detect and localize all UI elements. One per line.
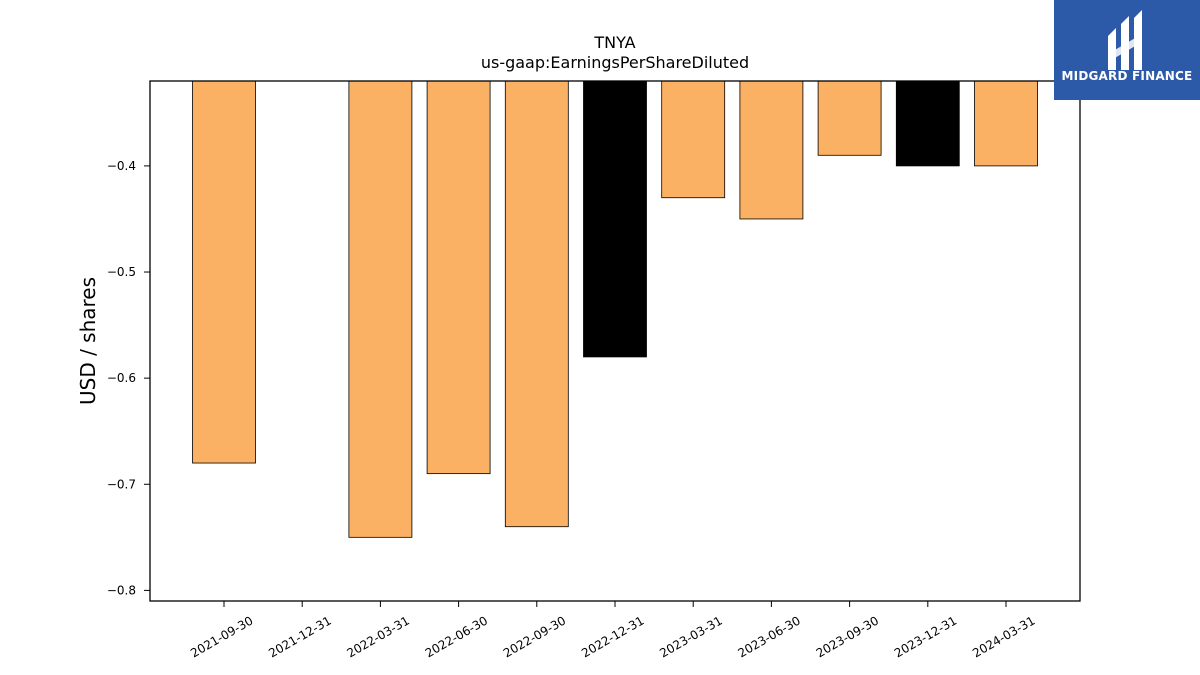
x-tick-label: 2022-06-30 bbox=[423, 613, 490, 660]
bars-layer bbox=[192, 80, 1038, 538]
x-tick-label: 2023-12-31 bbox=[892, 613, 959, 660]
y-tick-label: −0.6 bbox=[107, 371, 136, 385]
brand-logo: MIDGARD FINANCE bbox=[1054, 0, 1200, 100]
bar-2023-03-31 bbox=[661, 80, 726, 199]
brand-name: MIDGARD FINANCE bbox=[1061, 69, 1193, 83]
bar-2023-06-30 bbox=[739, 80, 804, 220]
chart-subtitle: us-gaap:EarningsPerShareDiluted bbox=[481, 53, 749, 72]
bar-2023-12-31 bbox=[895, 80, 960, 167]
bar-2022-06-30 bbox=[426, 80, 491, 475]
x-tick-label: 2023-06-30 bbox=[735, 613, 802, 660]
x-tick-label: 2022-12-31 bbox=[579, 613, 646, 660]
bar-2022-09-30 bbox=[504, 80, 569, 528]
x-tick-label: 2023-03-31 bbox=[657, 613, 724, 660]
x-tick-label: 2021-12-31 bbox=[266, 613, 333, 660]
chart-title: TNYA bbox=[593, 33, 635, 52]
bar-2021-09-30 bbox=[192, 80, 256, 464]
plot-frame bbox=[149, 80, 1081, 602]
x-tick-label: 2022-09-30 bbox=[501, 613, 568, 660]
bar-2024-03-31 bbox=[974, 80, 1038, 167]
y-tick-label: −0.8 bbox=[107, 583, 136, 597]
x-tick-label: 2023-09-30 bbox=[814, 613, 881, 660]
y-tick-label: −0.5 bbox=[107, 265, 136, 279]
y-tick-label: −0.4 bbox=[107, 159, 136, 173]
x-tick-label: 2022-03-31 bbox=[344, 613, 411, 660]
bar-2022-12-31 bbox=[583, 80, 647, 358]
midgard-logo-icon bbox=[1108, 10, 1142, 70]
y-axis-label: USD / shares bbox=[76, 277, 100, 405]
bar-2023-09-30 bbox=[817, 80, 882, 156]
x-tick-label: 2021-09-30 bbox=[188, 613, 255, 660]
x-tick-label: 2024-03-31 bbox=[970, 613, 1037, 660]
y-tick-label: −0.7 bbox=[107, 477, 136, 491]
bar-2022-03-31 bbox=[348, 80, 413, 538]
